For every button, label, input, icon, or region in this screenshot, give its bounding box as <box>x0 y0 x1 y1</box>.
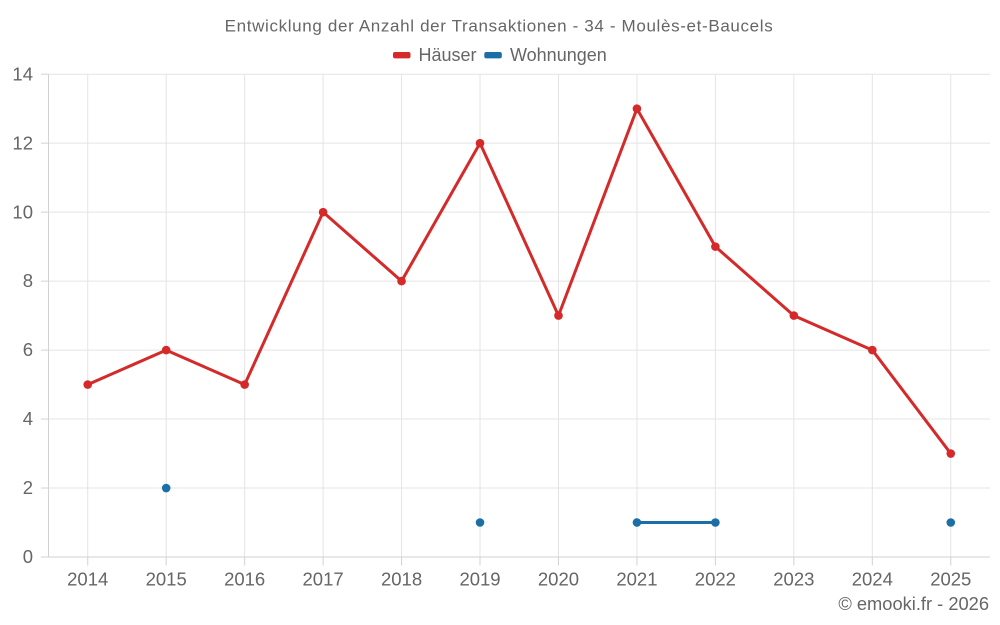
svg-text:2024: 2024 <box>852 569 893 590</box>
svg-text:© emooki.fr - 2026: © emooki.fr - 2026 <box>838 593 989 614</box>
svg-text:2023: 2023 <box>773 569 814 590</box>
svg-text:2016: 2016 <box>224 569 265 590</box>
svg-text:Häuser: Häuser <box>419 45 477 65</box>
svg-text:2014: 2014 <box>67 569 108 590</box>
svg-text:2022: 2022 <box>695 569 736 590</box>
svg-text:14: 14 <box>12 64 33 85</box>
svg-text:2018: 2018 <box>381 569 422 590</box>
svg-text:Entwicklung der Anzahl der Tra: Entwicklung der Anzahl der Transaktionen… <box>225 17 774 36</box>
svg-text:2021: 2021 <box>616 569 657 590</box>
svg-text:2025: 2025 <box>930 569 971 590</box>
svg-text:8: 8 <box>23 270 33 291</box>
svg-text:0: 0 <box>23 546 33 567</box>
svg-text:6: 6 <box>23 339 33 360</box>
svg-text:2: 2 <box>23 477 33 498</box>
svg-text:10: 10 <box>12 202 33 223</box>
svg-text:2017: 2017 <box>303 569 344 590</box>
svg-text:2020: 2020 <box>538 569 579 590</box>
svg-text:12: 12 <box>12 133 33 154</box>
svg-text:2019: 2019 <box>459 569 500 590</box>
svg-text:4: 4 <box>23 408 33 429</box>
svg-text:Wohnungen: Wohnungen <box>510 45 607 65</box>
svg-text:2015: 2015 <box>146 569 187 590</box>
